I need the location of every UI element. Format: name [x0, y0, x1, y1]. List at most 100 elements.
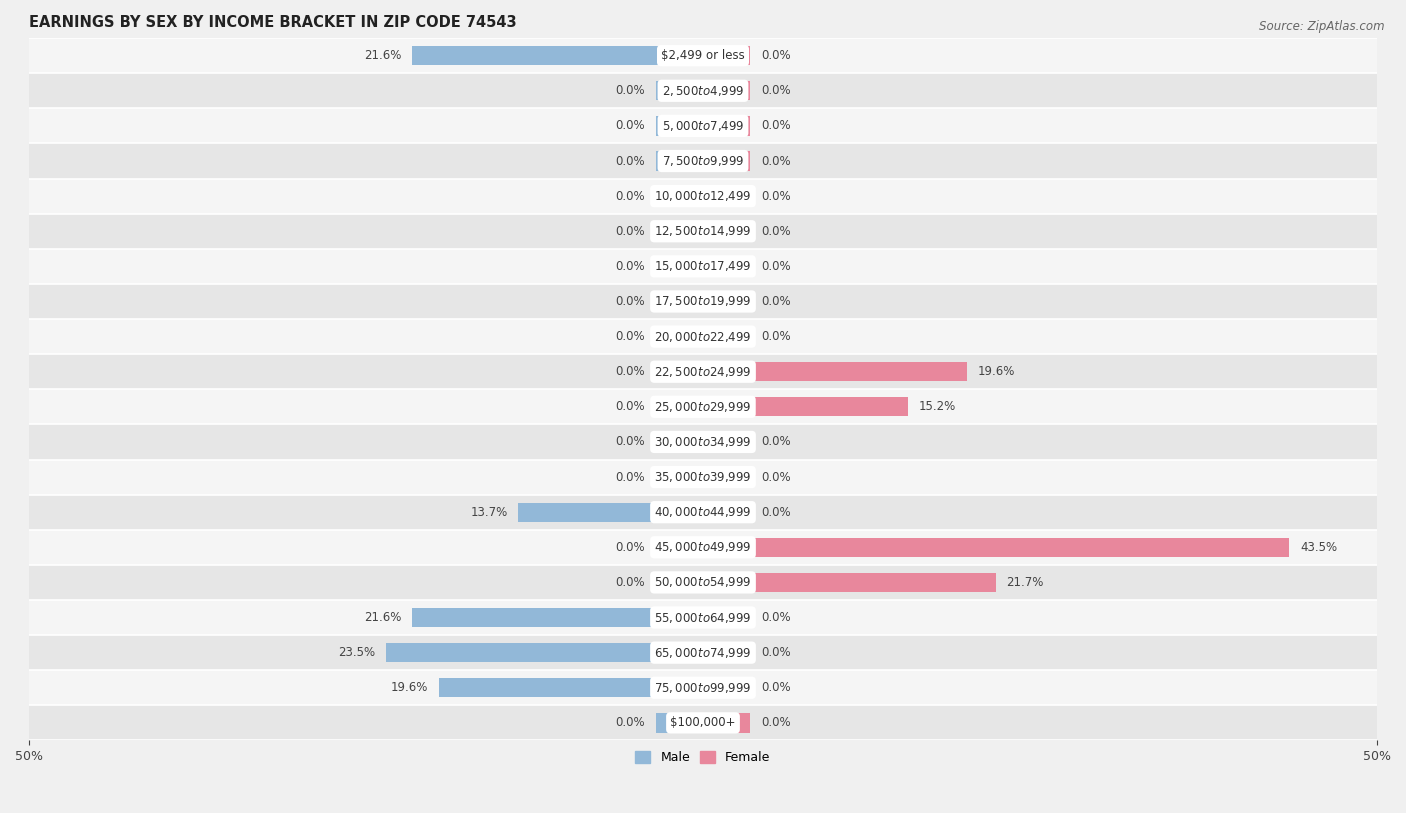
Bar — [30, 214, 1376, 249]
Bar — [30, 319, 1376, 354]
Text: 0.0%: 0.0% — [761, 436, 790, 449]
Bar — [703, 81, 751, 101]
Bar — [703, 327, 751, 346]
Text: $5,000 to $7,499: $5,000 to $7,499 — [662, 119, 744, 133]
Bar — [30, 424, 1376, 459]
Text: $20,000 to $22,499: $20,000 to $22,499 — [654, 329, 752, 344]
Bar — [703, 572, 995, 592]
Text: $2,500 to $4,999: $2,500 to $4,999 — [662, 84, 744, 98]
Bar — [703, 643, 751, 663]
Bar — [703, 46, 751, 65]
Bar — [30, 494, 1376, 530]
Text: 0.0%: 0.0% — [761, 611, 790, 624]
Text: 21.6%: 21.6% — [364, 611, 401, 624]
Text: 0.0%: 0.0% — [616, 541, 645, 554]
Text: 0.0%: 0.0% — [616, 471, 645, 484]
Bar — [703, 362, 967, 381]
Text: $50,000 to $54,999: $50,000 to $54,999 — [654, 576, 752, 589]
Text: 0.0%: 0.0% — [761, 120, 790, 133]
Bar — [703, 433, 751, 451]
Text: $2,499 or less: $2,499 or less — [661, 49, 745, 62]
Text: 0.0%: 0.0% — [616, 154, 645, 167]
Text: $15,000 to $17,499: $15,000 to $17,499 — [654, 259, 752, 273]
Bar — [30, 600, 1376, 635]
Text: 0.0%: 0.0% — [761, 506, 790, 519]
Bar — [655, 537, 703, 557]
Text: 0.0%: 0.0% — [761, 646, 790, 659]
Bar — [30, 389, 1376, 424]
Text: 21.6%: 21.6% — [364, 49, 401, 62]
Bar — [703, 186, 751, 206]
Text: $25,000 to $29,999: $25,000 to $29,999 — [654, 400, 752, 414]
Bar — [30, 249, 1376, 284]
Bar — [655, 116, 703, 136]
Text: 0.0%: 0.0% — [616, 295, 645, 308]
Bar — [703, 116, 751, 136]
Text: 0.0%: 0.0% — [761, 224, 790, 237]
Bar — [655, 81, 703, 101]
Text: 0.0%: 0.0% — [616, 400, 645, 413]
Bar — [30, 284, 1376, 319]
Text: 0.0%: 0.0% — [616, 85, 645, 98]
Text: 0.0%: 0.0% — [616, 436, 645, 449]
Bar — [703, 222, 751, 241]
Text: 19.6%: 19.6% — [979, 365, 1015, 378]
Text: 0.0%: 0.0% — [761, 471, 790, 484]
Bar — [30, 73, 1376, 108]
Bar — [703, 502, 751, 522]
Bar — [703, 467, 751, 487]
Text: 0.0%: 0.0% — [761, 260, 790, 273]
Text: 0.0%: 0.0% — [761, 154, 790, 167]
Text: 0.0%: 0.0% — [761, 681, 790, 694]
Text: $12,500 to $14,999: $12,500 to $14,999 — [654, 224, 752, 238]
Bar — [703, 398, 908, 416]
Text: 0.0%: 0.0% — [761, 716, 790, 729]
Bar — [655, 186, 703, 206]
Text: $40,000 to $44,999: $40,000 to $44,999 — [654, 505, 752, 520]
Text: 0.0%: 0.0% — [616, 716, 645, 729]
Text: 15.2%: 15.2% — [918, 400, 956, 413]
Bar — [703, 292, 751, 311]
Text: 0.0%: 0.0% — [616, 189, 645, 202]
Text: 0.0%: 0.0% — [761, 49, 790, 62]
Bar — [703, 608, 751, 627]
Bar — [655, 257, 703, 276]
Text: $30,000 to $34,999: $30,000 to $34,999 — [654, 435, 752, 449]
Text: $55,000 to $64,999: $55,000 to $64,999 — [654, 611, 752, 624]
Bar — [30, 143, 1376, 179]
Bar — [30, 530, 1376, 565]
Text: 0.0%: 0.0% — [616, 365, 645, 378]
Bar — [655, 222, 703, 241]
Text: 19.6%: 19.6% — [391, 681, 427, 694]
Bar — [30, 354, 1376, 389]
Bar — [655, 713, 703, 733]
Text: $22,500 to $24,999: $22,500 to $24,999 — [654, 365, 752, 379]
Text: 43.5%: 43.5% — [1301, 541, 1337, 554]
Text: $65,000 to $74,999: $65,000 to $74,999 — [654, 646, 752, 659]
Text: $17,500 to $19,999: $17,500 to $19,999 — [654, 294, 752, 308]
Text: 0.0%: 0.0% — [761, 189, 790, 202]
Bar — [30, 459, 1376, 494]
Bar — [412, 608, 703, 627]
Bar — [30, 670, 1376, 706]
Text: $100,000+: $100,000+ — [671, 716, 735, 729]
Text: Source: ZipAtlas.com: Source: ZipAtlas.com — [1260, 20, 1385, 33]
Text: 0.0%: 0.0% — [761, 85, 790, 98]
Bar — [30, 179, 1376, 214]
Bar — [655, 467, 703, 487]
Bar — [655, 362, 703, 381]
Bar — [30, 635, 1376, 670]
Bar — [703, 713, 751, 733]
Text: 0.0%: 0.0% — [761, 295, 790, 308]
Bar — [655, 151, 703, 171]
Bar — [30, 38, 1376, 73]
Text: 0.0%: 0.0% — [616, 260, 645, 273]
Text: 0.0%: 0.0% — [616, 120, 645, 133]
Bar — [387, 643, 703, 663]
Text: 0.0%: 0.0% — [616, 330, 645, 343]
Text: 0.0%: 0.0% — [616, 576, 645, 589]
Bar — [655, 327, 703, 346]
Text: $75,000 to $99,999: $75,000 to $99,999 — [654, 680, 752, 695]
Text: 0.0%: 0.0% — [616, 224, 645, 237]
Bar — [412, 46, 703, 65]
